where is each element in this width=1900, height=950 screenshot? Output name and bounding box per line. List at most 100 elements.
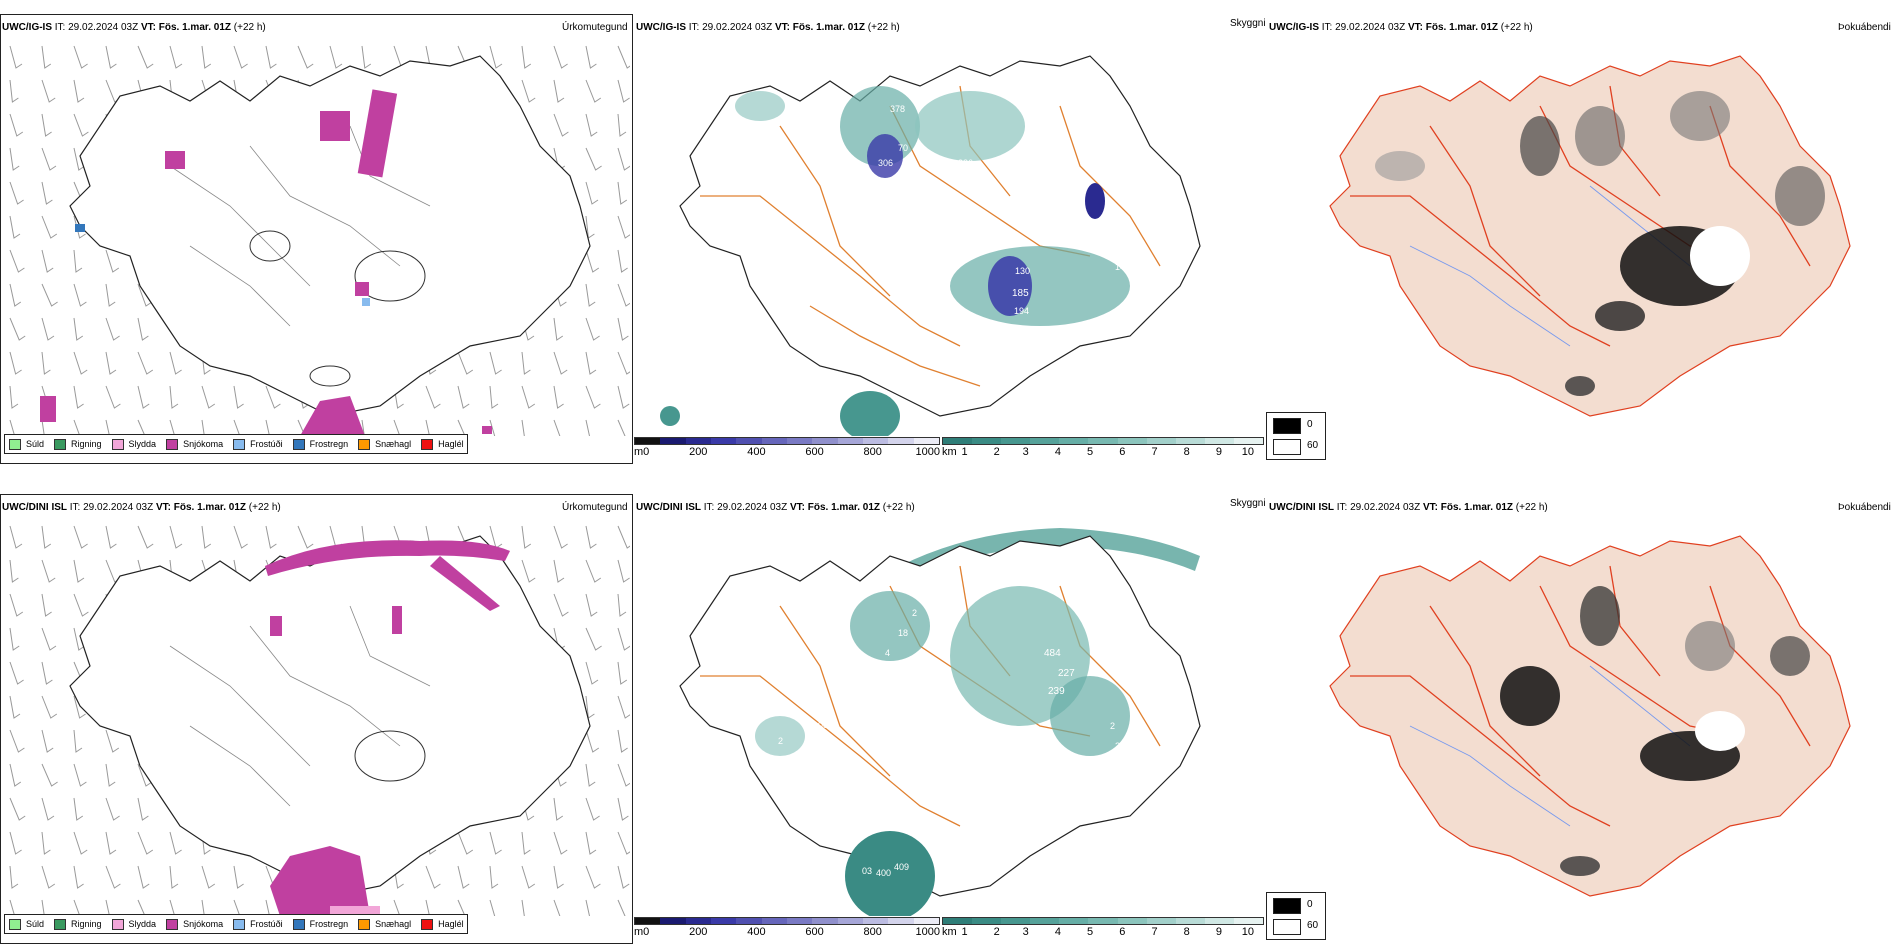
colorbar-segment: [1204, 918, 1234, 924]
wind-barb: [617, 215, 630, 239]
wind-barb: [105, 351, 117, 375]
wind-barb: [425, 419, 431, 436]
legend-swatch: [421, 918, 434, 930]
colorbar-segment: [761, 438, 787, 444]
wind-barb: [201, 865, 216, 889]
legend-swatch: [54, 438, 67, 450]
wind-barb: [521, 385, 536, 409]
wind-barb: [105, 419, 111, 436]
wind-barb: [489, 45, 503, 69]
wind-barb: [41, 627, 57, 651]
legend-item-sudl: Súld: [9, 438, 44, 450]
wind-barb: [9, 525, 23, 549]
wind-barb: [73, 147, 86, 171]
colorbar-segment: [761, 918, 787, 924]
wind-barb: [489, 351, 502, 375]
wind-barb: [457, 385, 470, 409]
legend-swatch: [233, 438, 246, 450]
vis-label: 2: [1110, 721, 1115, 731]
wind-barb: [73, 763, 87, 787]
wind-barb: [521, 899, 525, 916]
vis-label: 226: [1115, 741, 1130, 751]
wind-barb: [9, 181, 24, 205]
wind-barb: [41, 249, 54, 273]
colorbar-segment: [1146, 918, 1176, 924]
wind-barb: [137, 283, 153, 307]
wind-barb: [201, 419, 205, 436]
legend-swatch: [292, 438, 305, 450]
header-visibility-bottom: UWC/DINI ISL IT: 29.02.2024 03Z VT: Fös.…: [636, 502, 915, 513]
wind-barb: [393, 899, 401, 916]
colorbar-segment: [660, 918, 686, 924]
legend-item-frostregn: Frostregn: [292, 438, 348, 450]
colorbar-segment: [913, 918, 939, 924]
legend-item-rigning: Rigning: [54, 918, 102, 930]
colorbar-segment: [943, 438, 973, 444]
wind-barb: [41, 525, 52, 549]
wind-barb: [9, 797, 26, 821]
wind-barb: [233, 865, 244, 889]
wind-barb: [137, 797, 149, 821]
wind-barb: [585, 729, 600, 753]
wind-barb: [41, 113, 52, 137]
legend-item-frostudi: Frostúði: [233, 918, 283, 930]
legend-swatch: [233, 918, 246, 930]
colorbar-segment: [1059, 918, 1089, 924]
wind-barb: [73, 627, 86, 651]
colorbar-segment: [913, 438, 939, 444]
wind-barb: [73, 385, 84, 409]
visibility-colorbar-km-top: km 1 2 3 4 5 6 7 8 9 10: [942, 437, 1264, 459]
wind-barb: [617, 695, 630, 719]
wind-barb: [617, 79, 630, 103]
wind-barb: [9, 351, 22, 375]
legend-swatch: [111, 918, 124, 930]
wind-barb: [9, 593, 24, 617]
wind-barb: [41, 593, 52, 617]
wind-barb: [73, 317, 84, 341]
panel-title-precip-top: Úrkomutegund: [562, 22, 628, 33]
wind-barb: [73, 865, 84, 889]
wind-barb: [553, 351, 568, 375]
wind-barb: [553, 831, 568, 855]
colorbar-segment: [972, 918, 1002, 924]
wind-barb: [9, 249, 25, 273]
wind-barb: [297, 525, 314, 549]
vis-label: 409: [894, 862, 909, 872]
wind-barb: [9, 627, 20, 651]
wind-barb: [9, 899, 16, 916]
colorbar-segment: [1233, 918, 1264, 924]
wind-barb: [105, 831, 117, 855]
wind-barb: [73, 419, 81, 436]
wind-barb: [553, 113, 569, 137]
legend-swatch: [9, 438, 21, 450]
wind-barb: [489, 525, 503, 549]
visibility-colorbar-m-bottom: m 0 200 400 600 800 1000: [634, 917, 940, 939]
wind-barb: [617, 661, 628, 685]
wind-barb: [169, 419, 176, 436]
wind-barb: [41, 215, 58, 239]
wind-barb: [393, 419, 401, 436]
wind-barb: [41, 831, 51, 855]
wind-barb: [585, 283, 596, 307]
wind-barb: [585, 525, 597, 549]
wind-barb: [105, 525, 117, 549]
colorbar-segment: [1175, 438, 1205, 444]
colorbar-segment: [685, 438, 711, 444]
wind-barb: [585, 763, 596, 787]
wind-barb: [617, 249, 628, 273]
colorbar-segment: [812, 918, 838, 924]
wind-barb: [617, 147, 630, 171]
fog-swatch-white: [1273, 439, 1301, 455]
wind-barb: [233, 45, 248, 69]
colorbar-segment: [837, 438, 863, 444]
legend-swatch: [54, 918, 67, 930]
wind-barb: [617, 627, 630, 651]
wind-barb: [233, 385, 244, 409]
vis-label: 12: [958, 383, 968, 393]
wind-barb: [73, 249, 83, 273]
map-precip-bottom: [9, 525, 630, 916]
wind-barb: [137, 763, 153, 787]
wind-barb: [553, 45, 568, 69]
wind-barb: [617, 283, 630, 307]
colorbar-segment: [1088, 438, 1118, 444]
